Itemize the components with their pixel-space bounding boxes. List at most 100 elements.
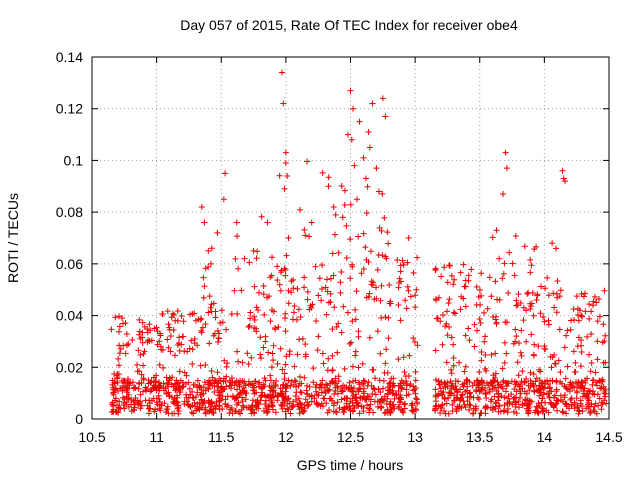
data-point (245, 378, 252, 385)
data-point (553, 309, 560, 316)
data-point (147, 327, 154, 334)
data-point (573, 395, 580, 402)
data-point (116, 398, 123, 405)
data-point (403, 378, 410, 385)
data-point (457, 396, 464, 403)
data-point (379, 190, 386, 197)
data-point (432, 376, 439, 383)
x-axis-label: GPS time / hours (297, 457, 404, 473)
data-point (356, 118, 363, 125)
data-point (365, 379, 372, 386)
data-point (304, 158, 311, 165)
data-point (129, 336, 136, 343)
data-point (112, 385, 119, 392)
data-point (499, 365, 506, 372)
data-point (572, 359, 579, 366)
data-point (334, 390, 341, 397)
data-point (435, 403, 442, 410)
data-point (527, 369, 534, 376)
data-point (196, 405, 203, 412)
data-point (543, 390, 550, 397)
data-point (109, 399, 116, 406)
data-point (145, 410, 152, 417)
data-point (235, 358, 242, 365)
data-point (268, 384, 275, 391)
data-point (432, 347, 439, 354)
data-point (276, 281, 283, 288)
data-point (183, 372, 190, 379)
data-point (190, 410, 197, 417)
data-point (593, 299, 600, 306)
data-point (554, 277, 561, 284)
data-point (274, 277, 281, 284)
data-point (341, 202, 348, 209)
data-point (594, 318, 601, 325)
data-point (241, 255, 248, 262)
data-point (199, 324, 206, 331)
data-point (478, 270, 485, 277)
data-point (325, 355, 332, 362)
data-point (492, 278, 499, 285)
data-point (589, 381, 596, 388)
data-point (174, 341, 181, 348)
data-point (352, 316, 359, 323)
x-tick-label: 13.5 (466, 429, 493, 445)
data-point (438, 273, 445, 280)
data-point (451, 276, 458, 283)
data-point (588, 330, 595, 337)
data-point (501, 407, 508, 414)
data-point (231, 287, 238, 294)
data-point (393, 392, 400, 399)
data-point (447, 378, 454, 385)
data-point (460, 295, 467, 302)
data-point (352, 348, 359, 355)
data-point (395, 395, 402, 402)
data-point (467, 402, 474, 409)
data-point (156, 385, 163, 392)
data-point (181, 369, 188, 376)
y-tick-label: 0 (75, 411, 83, 427)
data-point (457, 269, 464, 276)
data-point (267, 377, 274, 384)
data-point (111, 378, 118, 385)
data-point (443, 400, 450, 407)
data-point (522, 378, 529, 385)
data-point (352, 352, 359, 359)
data-point (347, 384, 354, 391)
data-point (473, 283, 480, 290)
data-point (533, 297, 540, 304)
data-point (527, 269, 534, 276)
data-point (404, 259, 411, 266)
data-point (343, 255, 350, 262)
data-point (146, 400, 153, 407)
data-point (251, 384, 258, 391)
data-point (359, 381, 366, 388)
data-point (449, 401, 456, 408)
data-point (207, 260, 214, 267)
data-point (526, 401, 533, 408)
data-point (301, 274, 308, 281)
data-point (223, 326, 230, 333)
data-point (399, 257, 406, 264)
data-point (214, 339, 221, 346)
data-point (567, 379, 574, 386)
data-point (480, 309, 487, 316)
data-point (523, 338, 530, 345)
data-point (136, 328, 143, 335)
data-point (372, 391, 379, 398)
data-point (365, 393, 372, 400)
data-point (122, 350, 129, 357)
data-point (562, 375, 569, 382)
data-point (574, 343, 581, 350)
data-point (246, 259, 253, 266)
data-point (132, 394, 139, 401)
data-point (513, 297, 520, 304)
data-point (540, 391, 547, 398)
data-point (377, 405, 384, 412)
data-point (559, 167, 566, 174)
data-point (154, 401, 161, 408)
data-point (201, 379, 208, 386)
data-point (600, 321, 607, 328)
data-point (318, 297, 325, 304)
data-point (201, 283, 208, 290)
